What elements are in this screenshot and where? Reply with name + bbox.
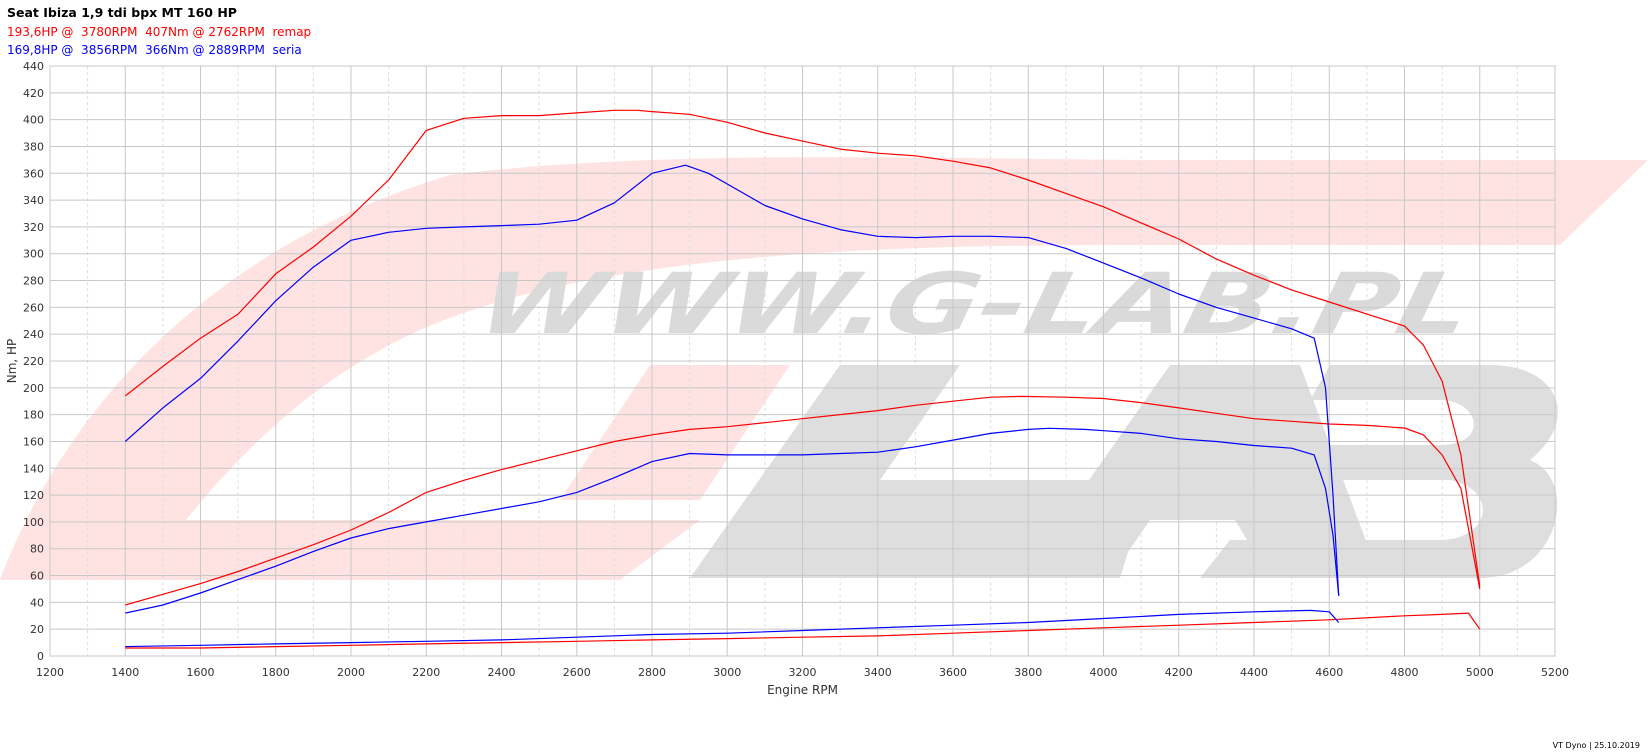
x-tick-label: 3400 (864, 666, 892, 679)
x-tick-label: 4400 (1240, 666, 1268, 679)
y-tick-label: 80 (30, 543, 44, 556)
x-tick-label: 2200 (412, 666, 440, 679)
series-remap-power-line (125, 395, 1481, 606)
chart-series (124, 109, 1481, 649)
x-tick-label: 3600 (939, 666, 967, 679)
x-tick-label: 3200 (789, 666, 817, 679)
series-seria-torque-line (124, 164, 1340, 596)
y-tick-label: 340 (23, 194, 44, 207)
remap-summary: 193,6HP @ 3780RPM 407Nm @ 2762RPM remap (7, 24, 312, 39)
x-tick-label: 5000 (1466, 666, 1494, 679)
x-tick-label: 1200 (36, 666, 64, 679)
series-remap-torque-line (124, 109, 1481, 587)
x-tick-label: 4800 (1391, 666, 1419, 679)
y-tick-label: 120 (23, 489, 44, 502)
y-tick-label: 20 (30, 623, 44, 636)
y-tick-label: 420 (23, 87, 44, 100)
series-remap-boost-line (125, 612, 1481, 649)
x-tick-label: 4200 (1165, 666, 1193, 679)
series-seria-power-line (125, 427, 1340, 614)
y-tick-label: 380 (23, 140, 44, 153)
y-tick-label: 200 (23, 382, 44, 395)
y-tick-label: 220 (23, 355, 44, 368)
x-tick-label: 3800 (1014, 666, 1042, 679)
x-tick-label: 1600 (187, 666, 215, 679)
y-tick-label: 180 (23, 409, 44, 422)
y-tick-label: 440 (23, 60, 44, 73)
watermark-logo: WWW.G-LAB.PL (0, 157, 1648, 580)
y-tick-label: 160 (23, 435, 44, 448)
y-tick-label: 320 (23, 221, 44, 234)
chart-axes: 1200 1400 1600 1800 2000 2200 2400 2600 2800 3000… (23, 60, 1569, 679)
x-tick-label: 2000 (337, 666, 365, 679)
y-tick-label: 0 (37, 650, 44, 663)
y-tick-label: 100 (23, 516, 44, 529)
footer-credit: VT Dyno | 25.10.2019 (1552, 741, 1640, 750)
x-tick-label: 1800 (262, 666, 290, 679)
watermark-letter-a (1020, 365, 1380, 578)
chart-grid (49, 65, 1556, 657)
x-tick-label: 3000 (713, 666, 741, 679)
y-tick-label: 360 (23, 167, 44, 180)
x-tick-label: 4000 (1090, 666, 1118, 679)
chart-title: Seat Ibiza 1,9 tdi bpx MT 160 HP (7, 5, 237, 20)
series-seria-boost-line (125, 609, 1340, 648)
y-tick-label: 40 (30, 596, 44, 609)
watermark-letter-b (1200, 365, 1558, 578)
x-tick-label: 2600 (563, 666, 591, 679)
seria-summary: 169,8HP @ 3856RPM 366Nm @ 2889RPM seria (7, 43, 302, 57)
x-tick-label: 4600 (1315, 666, 1343, 679)
x-tick-label: 1400 (111, 666, 139, 679)
y-tick-label: 60 (30, 570, 44, 583)
watermark-lower-band (50, 365, 790, 580)
y-tick-label: 140 (23, 462, 44, 475)
y-tick-label: 240 (23, 328, 44, 341)
watermark-swoosh (0, 157, 1648, 580)
x-axis-label: Engine RPM (767, 683, 838, 697)
y-tick-label: 260 (23, 301, 44, 314)
y-tick-label: 400 (23, 114, 44, 127)
y-axis-label: Nm, HP (5, 339, 19, 384)
chart-header: Seat Ibiza 1,9 tdi bpx MT 160 HP 193,6HP… (7, 4, 311, 60)
x-tick-label: 2400 (488, 666, 516, 679)
y-tick-label: 300 (23, 248, 44, 261)
y-tick-label: 280 (23, 275, 44, 288)
x-tick-label: 2800 (638, 666, 666, 679)
x-tick-label: 5200 (1541, 666, 1569, 679)
